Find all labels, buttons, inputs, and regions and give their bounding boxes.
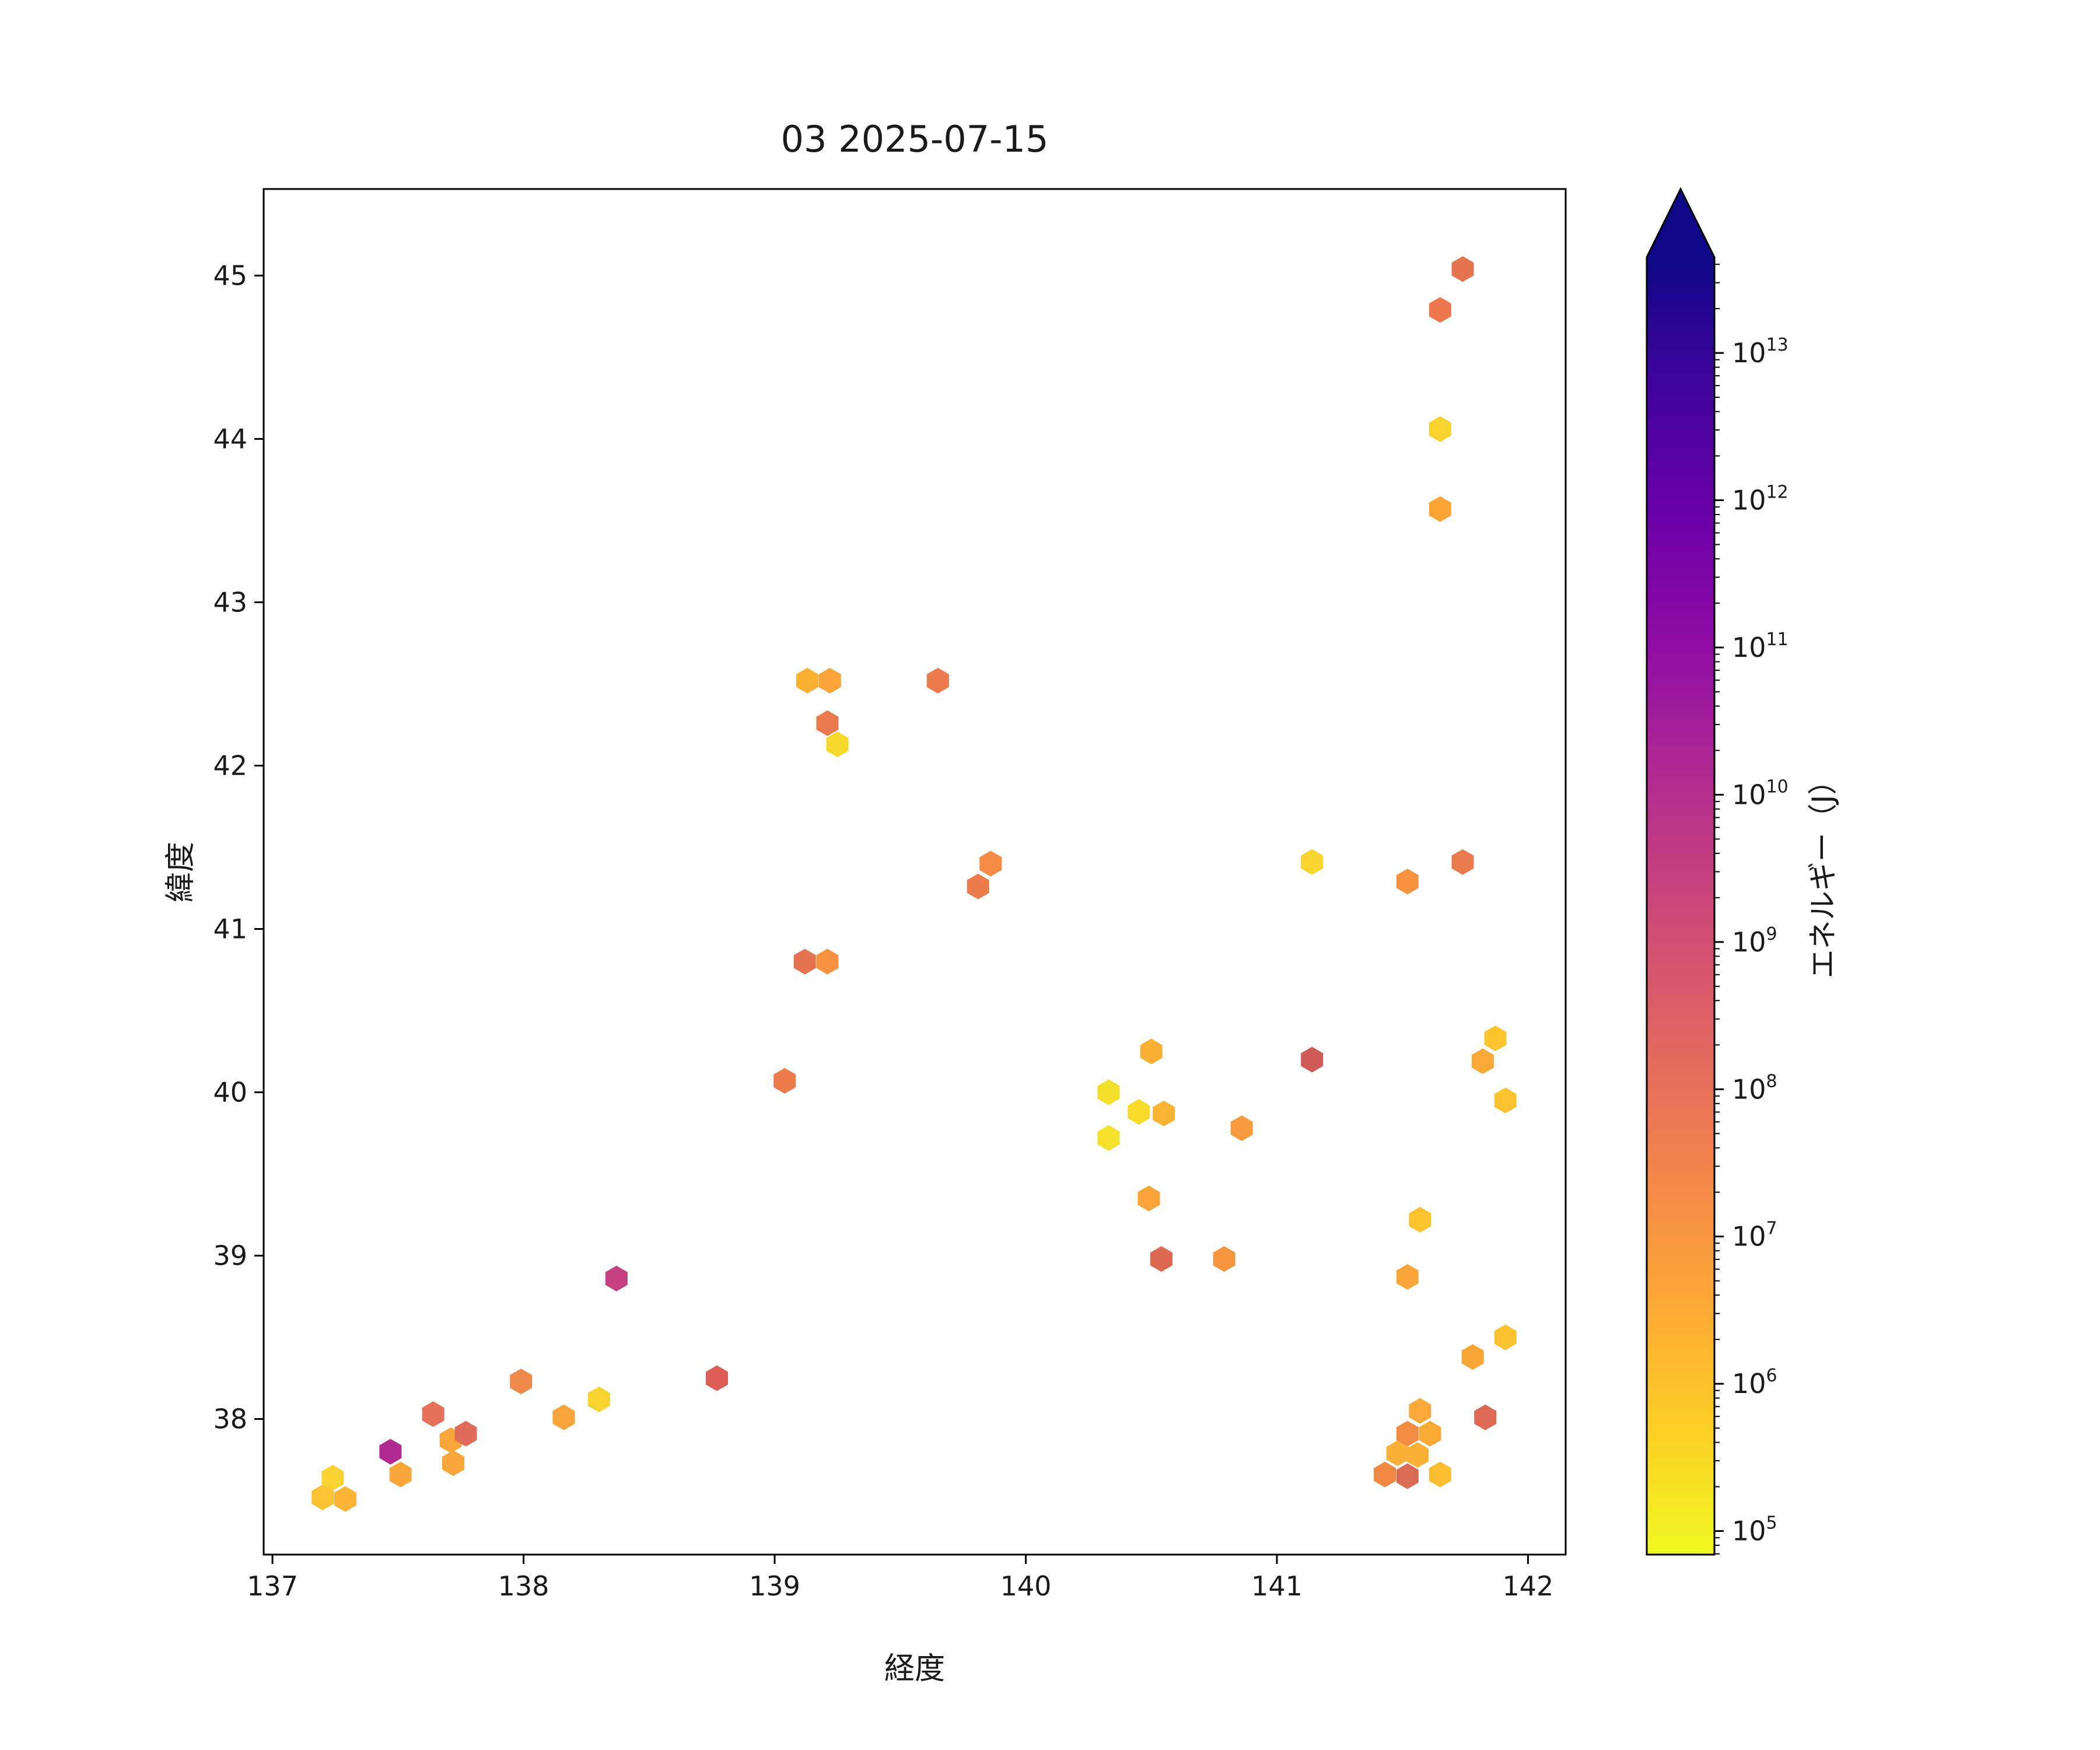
- y-tick-label: 44: [213, 423, 247, 454]
- colorbar-gradient: [1647, 257, 1714, 1555]
- hexbin-cell: [605, 1265, 628, 1292]
- hexbin-cell: [816, 949, 839, 975]
- y-tick-label: 43: [213, 586, 247, 618]
- hexbin-cell: [796, 667, 818, 694]
- x-tick-label: 142: [1503, 1570, 1554, 1602]
- hexbin-cell: [1097, 1079, 1120, 1105]
- hexbin-cells-layer: [312, 256, 1517, 1512]
- hexbin-cell: [1409, 1398, 1432, 1424]
- y-tick-label: 42: [213, 750, 247, 781]
- hexbin-cell: [1097, 1125, 1120, 1151]
- hexbin-cell: [1374, 1461, 1396, 1488]
- hexbin-cell: [1150, 1246, 1172, 1272]
- hexbin-cell: [1128, 1099, 1150, 1125]
- y-axis-label: 緯度: [163, 842, 198, 903]
- hexbin-cell: [389, 1461, 412, 1488]
- hexbin-cell: [774, 1068, 796, 1094]
- colorbar-extend-arrow: [1647, 189, 1714, 257]
- hexbin-cell: [552, 1404, 575, 1430]
- hexbin-cell: [1474, 1404, 1497, 1430]
- hexbin-cell: [1461, 1344, 1484, 1370]
- hexbin-cell: [826, 732, 849, 758]
- hexbin-cell: [321, 1465, 344, 1491]
- colorbar-layer: 105 106 107 108 109 1010 1011 1012 1013: [1646, 187, 1788, 1556]
- hexbin-cell: [1419, 1420, 1441, 1447]
- y-tick-label: 40: [213, 1077, 247, 1108]
- x-axis-label: 経度: [884, 1651, 945, 1686]
- colorbar-outline: [1646, 187, 1716, 1556]
- hexbin-cell: [1230, 1115, 1253, 1142]
- hexbin-cell: [1429, 1461, 1451, 1488]
- axes-frame: [262, 188, 1567, 1556]
- colorbar-tick-label: 1013: [1732, 335, 1788, 369]
- x-tick-label: 137: [247, 1570, 298, 1602]
- hexbin-cell: [979, 850, 1002, 877]
- hexbin-cell: [1484, 1026, 1507, 1052]
- hexbin-cell: [1138, 1185, 1160, 1212]
- hexbin-cell: [706, 1365, 728, 1391]
- hexbin-cell: [1451, 849, 1474, 875]
- hexbin-cell: [1471, 1048, 1494, 1074]
- y-tick-label: 38: [213, 1404, 247, 1435]
- hexbin-cell: [334, 1486, 356, 1512]
- colorbar-tick-label: 105: [1732, 1513, 1777, 1547]
- y-tick-label: 41: [213, 914, 247, 945]
- hexbin-cell: [1406, 1442, 1429, 1468]
- colorbar-label: エネルギー（J）: [1806, 765, 1840, 979]
- hexbin-cell: [1429, 496, 1451, 522]
- axes-layer: 137 138 139 140 141 142 38 39 40 41 42 43 44 45: [213, 188, 1567, 1602]
- hexbin-cell: [967, 873, 989, 900]
- hexbin-cell: [926, 667, 949, 694]
- hexbin-cell: [1301, 849, 1324, 875]
- hexbin-cell: [1409, 1207, 1432, 1233]
- hexbin-cell: [1451, 256, 1474, 282]
- hexbin-cell: [1213, 1246, 1236, 1272]
- hexbin-cell: [379, 1438, 402, 1465]
- hexbin-cell: [1386, 1440, 1409, 1466]
- hexbin-cell: [422, 1401, 444, 1427]
- hexbin-cell: [816, 710, 839, 736]
- hexbin-cell: [1396, 1264, 1419, 1290]
- colorbar-tick-label: 1012: [1732, 482, 1788, 516]
- hexbin-cell: [454, 1420, 477, 1447]
- y-tick-label: 39: [213, 1240, 247, 1272]
- hexbin-cell: [442, 1450, 464, 1476]
- x-tick-label: 140: [1000, 1570, 1052, 1602]
- hexbin-cell: [1396, 869, 1419, 895]
- hexbin-cell: [1140, 1038, 1163, 1065]
- hexbin-cell: [1153, 1100, 1175, 1126]
- hexbin-cell: [1494, 1087, 1517, 1114]
- colorbar-tick-label: 1011: [1732, 629, 1788, 663]
- hexbin-cell: [1429, 297, 1451, 323]
- hexbin-cell: [510, 1368, 533, 1395]
- x-tick-label: 141: [1251, 1570, 1303, 1602]
- hexbin-cell: [818, 667, 841, 694]
- hexbin-cell: [1301, 1046, 1324, 1073]
- hexbin-cell: [1494, 1324, 1517, 1350]
- x-tick-label: 138: [498, 1570, 550, 1602]
- hexbin-cell: [793, 949, 816, 975]
- hexbin-cell: [1429, 416, 1451, 442]
- colorbar-tick-label: 109: [1732, 924, 1777, 958]
- x-tick-label: 139: [749, 1570, 800, 1602]
- chart-title: 03 2025-07-15: [780, 118, 1049, 160]
- hexbin-cell: [1396, 1420, 1419, 1447]
- y-tick-label: 45: [213, 260, 247, 291]
- hexbin-cell: [1396, 1463, 1419, 1489]
- colorbar-tick-label: 108: [1732, 1071, 1777, 1105]
- hexbin-cell: [587, 1387, 610, 1412]
- colorbar-tick-label: 106: [1732, 1366, 1777, 1399]
- hexbin-cell: [312, 1485, 334, 1510]
- colorbar-tick-label: 1010: [1732, 776, 1788, 810]
- colorbar-tick-label: 107: [1732, 1219, 1777, 1252]
